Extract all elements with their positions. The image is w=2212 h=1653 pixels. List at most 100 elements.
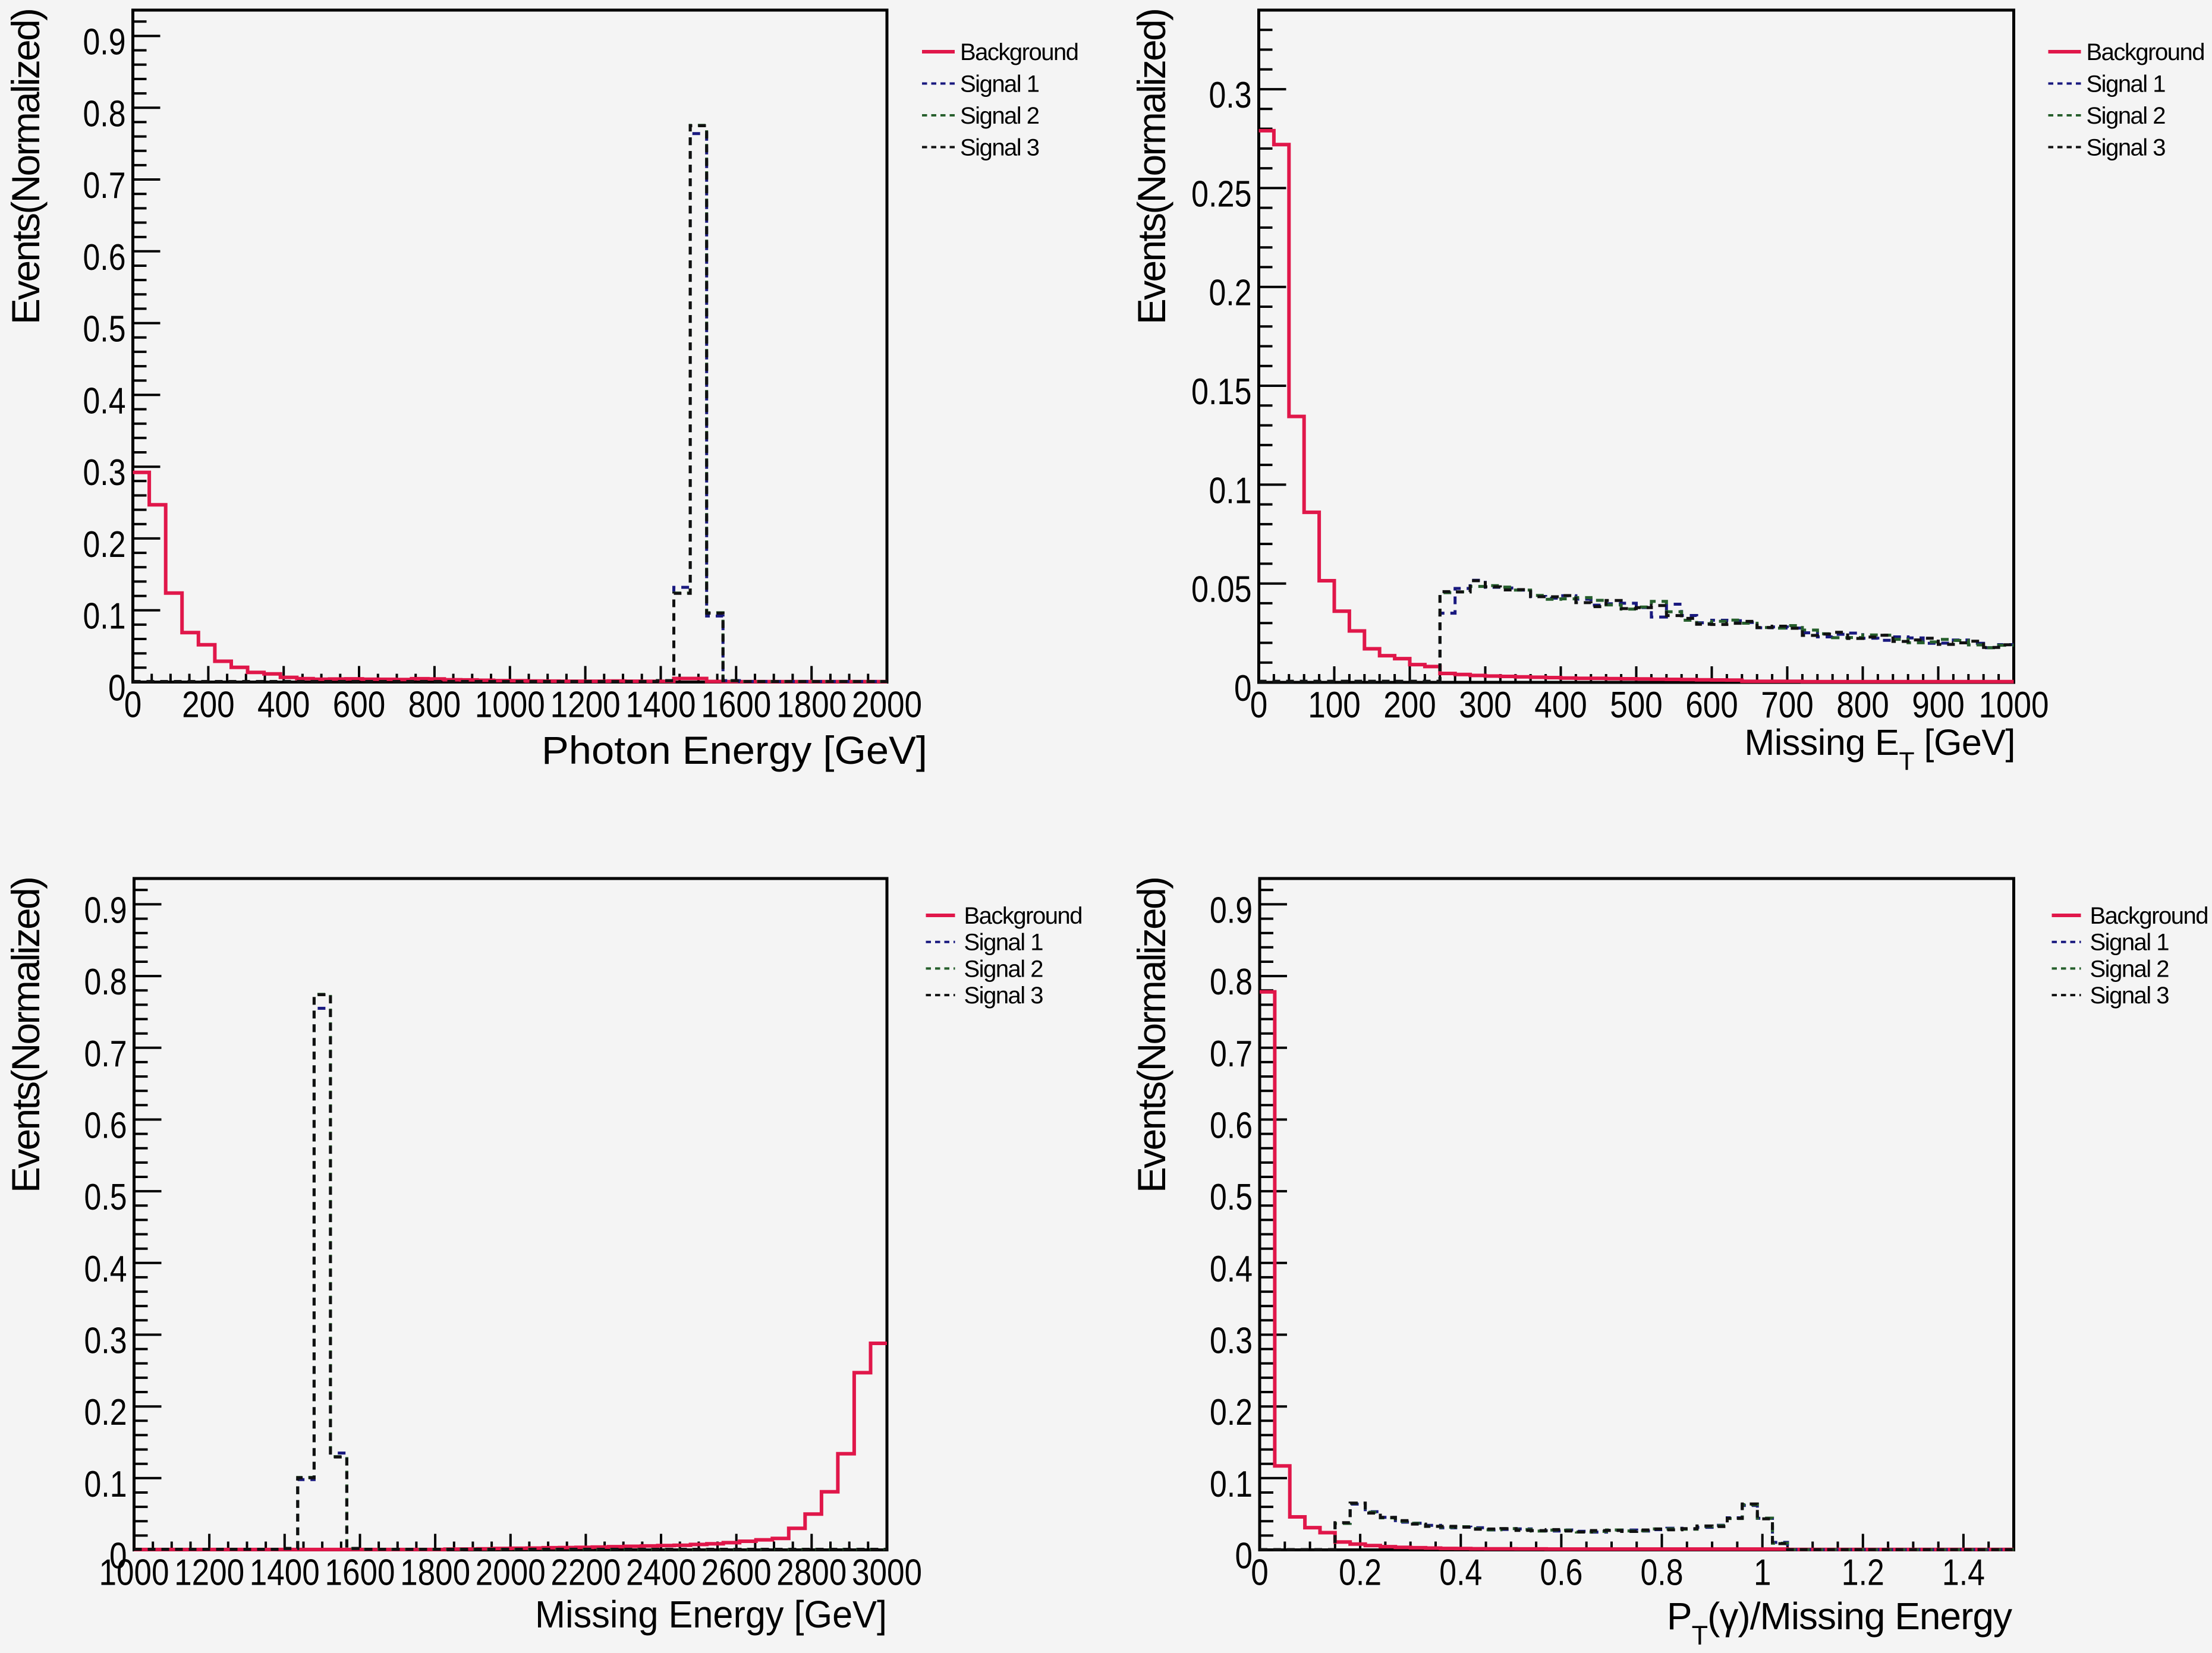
svg-text:1800: 1800: [776, 685, 847, 726]
svg-text:500: 500: [1610, 685, 1663, 726]
svg-text:1800: 1800: [400, 1553, 470, 1594]
svg-text:0.6: 0.6: [1540, 1553, 1582, 1594]
svg-text:0.25: 0.25: [1191, 174, 1252, 215]
svg-text:Photon Energy [GeV]: Photon Energy [GeV]: [542, 728, 927, 772]
svg-text:0.2: 0.2: [1339, 1553, 1382, 1594]
svg-text:1.4: 1.4: [1942, 1553, 1985, 1594]
svg-text:0.6: 0.6: [83, 237, 126, 278]
svg-text:0.9: 0.9: [84, 890, 127, 931]
svg-text:Background: Background: [964, 903, 1082, 929]
svg-text:Background: Background: [960, 39, 1078, 65]
svg-text:0.4: 0.4: [1439, 1553, 1482, 1594]
svg-text:800: 800: [408, 685, 461, 726]
svg-text:2600: 2600: [701, 1553, 772, 1594]
svg-text:0.5: 0.5: [84, 1177, 127, 1218]
svg-text:0.2: 0.2: [83, 524, 126, 565]
svg-text:2200: 2200: [550, 1553, 621, 1594]
svg-text:1600: 1600: [325, 1553, 395, 1594]
svg-text:2400: 2400: [626, 1553, 696, 1594]
svg-text:0.1: 0.1: [1209, 470, 1252, 511]
svg-text:Signal 3: Signal 3: [964, 983, 1043, 1009]
svg-text:0.3: 0.3: [84, 1321, 127, 1362]
svg-text:2000: 2000: [852, 685, 922, 726]
svg-text:0: 0: [1250, 685, 1268, 726]
svg-text:0.8: 0.8: [1210, 962, 1253, 1003]
svg-text:Signal 2: Signal 2: [964, 956, 1043, 982]
svg-text:Events(Normalized): Events(Normalized): [4, 876, 48, 1193]
svg-text:2800: 2800: [776, 1553, 847, 1594]
svg-text:800: 800: [1836, 685, 1889, 726]
svg-text:0.3: 0.3: [1209, 75, 1252, 116]
svg-text:Signal 3: Signal 3: [960, 135, 1039, 161]
svg-text:Signal 1: Signal 1: [964, 930, 1043, 956]
svg-text:0.2: 0.2: [84, 1392, 127, 1433]
svg-text:Background: Background: [2090, 903, 2208, 929]
svg-text:0.3: 0.3: [1210, 1321, 1253, 1362]
svg-text:600: 600: [333, 685, 386, 726]
svg-text:1: 1: [1754, 1553, 1772, 1594]
svg-text:0.9: 0.9: [1210, 890, 1253, 931]
svg-text:1000: 1000: [99, 1553, 169, 1594]
svg-text:0.9: 0.9: [83, 22, 126, 63]
svg-text:0.6: 0.6: [84, 1106, 127, 1147]
svg-text:400: 400: [1534, 685, 1587, 726]
svg-text:2000: 2000: [476, 1553, 546, 1594]
svg-text:300: 300: [1459, 685, 1512, 726]
svg-text:3000: 3000: [852, 1553, 922, 1594]
svg-text:200: 200: [182, 685, 235, 726]
svg-text:1200: 1200: [174, 1553, 244, 1594]
svg-text:700: 700: [1761, 685, 1814, 726]
svg-text:200: 200: [1383, 685, 1436, 726]
svg-text:600: 600: [1685, 685, 1738, 726]
svg-text:Events(Normalized): Events(Normalized): [4, 8, 48, 325]
svg-text:0.1: 0.1: [83, 596, 126, 637]
svg-text:Events(Normalized): Events(Normalized): [1129, 8, 1173, 325]
svg-text:0: 0: [124, 685, 142, 726]
svg-text:0.7: 0.7: [1210, 1034, 1253, 1075]
svg-text:0.4: 0.4: [84, 1249, 127, 1290]
svg-text:100: 100: [1308, 685, 1361, 726]
svg-text:1200: 1200: [550, 685, 621, 726]
svg-text:Missing Energy [GeV]: Missing Energy [GeV]: [535, 1593, 887, 1636]
svg-text:0: 0: [1251, 1553, 1269, 1594]
svg-text:0.8: 0.8: [84, 962, 127, 1003]
svg-text:Background: Background: [2087, 39, 2204, 65]
svg-text:0.6: 0.6: [1210, 1106, 1253, 1147]
svg-text:400: 400: [257, 685, 310, 726]
svg-text:0.7: 0.7: [84, 1034, 127, 1075]
svg-text:0.7: 0.7: [83, 165, 126, 206]
svg-text:0.05: 0.05: [1191, 569, 1252, 610]
svg-text:Signal 1: Signal 1: [960, 71, 1039, 97]
svg-text:0.5: 0.5: [83, 309, 126, 350]
svg-text:0.5: 0.5: [1210, 1177, 1253, 1218]
svg-text:0.3: 0.3: [83, 452, 126, 493]
svg-text:0.1: 0.1: [1210, 1464, 1253, 1505]
svg-text:Signal 3: Signal 3: [2087, 135, 2166, 161]
svg-text:0: 0: [1234, 668, 1252, 709]
svg-text:0.1: 0.1: [84, 1464, 127, 1505]
svg-text:0: 0: [109, 1536, 127, 1577]
svg-text:1600: 1600: [701, 685, 771, 726]
svg-text:1.2: 1.2: [1842, 1553, 1884, 1594]
svg-text:0.4: 0.4: [1210, 1249, 1253, 1290]
svg-text:0: 0: [1235, 1536, 1253, 1577]
svg-text:1400: 1400: [250, 1553, 320, 1594]
svg-text:1400: 1400: [626, 685, 696, 726]
svg-text:0.2: 0.2: [1209, 273, 1252, 314]
svg-text:1000: 1000: [1979, 685, 2049, 726]
svg-text:0: 0: [108, 668, 126, 709]
svg-text:0.8: 0.8: [1641, 1553, 1684, 1594]
svg-text:1000: 1000: [475, 685, 545, 726]
svg-text:Signal 2: Signal 2: [960, 103, 1039, 129]
svg-text:Signal 2: Signal 2: [2090, 956, 2169, 982]
svg-text:900: 900: [1912, 685, 1965, 726]
svg-text:Events(Normalized): Events(Normalized): [1129, 876, 1173, 1193]
svg-text:Signal 1: Signal 1: [2087, 71, 2166, 97]
svg-text:Signal 2: Signal 2: [2087, 103, 2166, 129]
svg-text:Signal 3: Signal 3: [2090, 983, 2169, 1009]
svg-text:0.2: 0.2: [1210, 1392, 1253, 1433]
svg-text:0.15: 0.15: [1191, 371, 1252, 413]
svg-text:0.4: 0.4: [83, 380, 126, 421]
svg-text:Signal 1: Signal 1: [2090, 930, 2169, 956]
svg-text:0.8: 0.8: [83, 93, 126, 134]
